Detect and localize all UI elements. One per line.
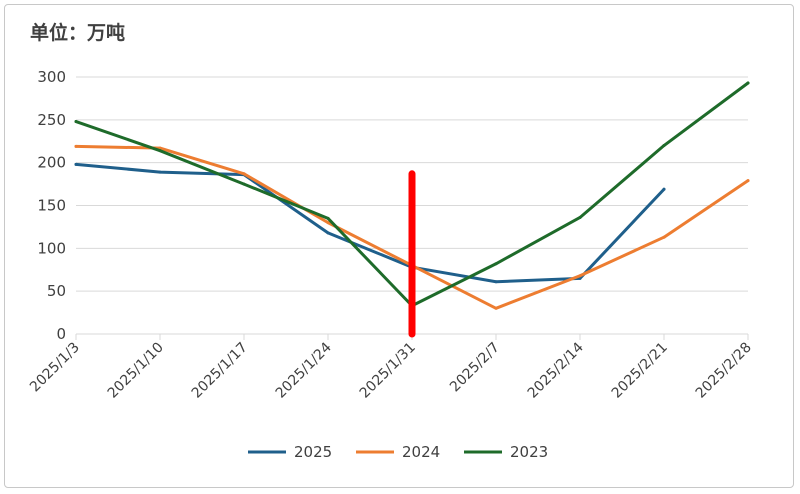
data-point-2023 <box>494 262 498 266</box>
y-tick-label: 0 <box>56 325 66 343</box>
y-axis-ticks: 0 50 100 150 200 250 300 <box>37 68 66 343</box>
x-tick-label: 2025/2/28 <box>693 340 755 402</box>
data-point-2025 <box>74 162 78 166</box>
x-tick-label: 2025/1/10 <box>105 340 167 402</box>
x-tick-label: 2025/1/3 <box>27 340 83 396</box>
chart-frame <box>4 4 794 488</box>
x-tick-label: 2025/1/17 <box>189 340 251 402</box>
data-point-2025 <box>158 170 162 174</box>
data-point-2024 <box>74 144 78 148</box>
unit-label: 单位：万吨 <box>30 22 126 44</box>
legend: 2025 2024 2023 <box>248 443 548 461</box>
x-tick-label: 2025/2/14 <box>525 339 587 401</box>
y-tick-label: 250 <box>37 111 66 129</box>
legend-label-2024: 2024 <box>402 443 440 461</box>
data-point-2023 <box>746 81 750 85</box>
data-point-2023 <box>578 215 582 219</box>
data-point-2023 <box>74 120 78 124</box>
y-tick-label: 50 <box>47 282 66 300</box>
legend-label-2023: 2023 <box>510 443 548 461</box>
data-point-2025 <box>326 231 330 235</box>
legend-label-2025: 2025 <box>294 443 332 461</box>
data-point-2024 <box>494 306 498 310</box>
data-point-2023 <box>158 149 162 153</box>
y-tick-label: 200 <box>37 154 66 172</box>
series-line-2025 <box>74 162 666 284</box>
data-point-2024 <box>662 235 666 239</box>
data-point-2023 <box>326 216 330 220</box>
data-point-2023 <box>662 144 666 148</box>
data-point-2023 <box>242 182 246 186</box>
data-point-2024 <box>326 221 330 225</box>
x-tick-label: 2025/1/24 <box>273 339 335 401</box>
x-tick-label: 2025/1/31 <box>357 340 419 402</box>
x-tick-label: 2025/2/7 <box>447 340 503 396</box>
data-point-2024 <box>242 172 246 176</box>
y-tick-label: 300 <box>37 68 66 86</box>
data-point-2025 <box>662 187 666 191</box>
y-tick-label: 150 <box>37 197 66 215</box>
x-tick-label: 2025/2/21 <box>609 340 671 402</box>
y-tick-label: 100 <box>37 239 66 257</box>
data-point-2025 <box>494 280 498 284</box>
data-point-2024 <box>746 179 750 183</box>
data-point-2024 <box>578 274 582 278</box>
x-axis-ticks: 2025/1/3 2025/1/10 2025/1/17 2025/1/24 2025/… <box>27 334 755 402</box>
